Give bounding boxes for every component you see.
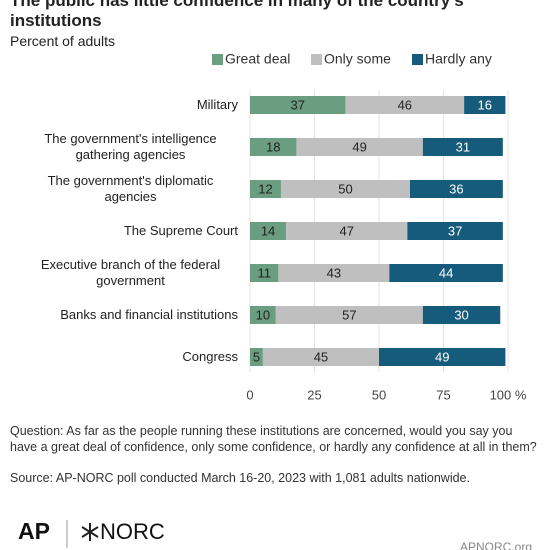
legend-swatch — [311, 54, 322, 65]
bar-segment — [250, 264, 279, 282]
category-label: Congress — [23, 349, 238, 365]
source: Source: AP-NORC poll conducted March 16-… — [10, 471, 470, 485]
norc-star — [81, 523, 99, 541]
category-text: The government's intelligence gathering … — [44, 131, 217, 162]
bar-segment — [250, 138, 297, 156]
category-text: Military — [196, 97, 238, 112]
bar-segment — [464, 96, 506, 114]
logo-ap: AP — [18, 518, 50, 544]
category-text: Executive branch of the federal governme… — [40, 257, 221, 288]
bar-segment — [407, 222, 503, 240]
data-label: 5 — [253, 349, 260, 364]
data-label: 30 — [454, 307, 468, 322]
data-label: 45 — [314, 349, 328, 364]
data-label: 14 — [261, 223, 275, 238]
bar-segment — [250, 306, 276, 324]
data-label: 36 — [449, 181, 463, 196]
x-tick-label: 100 % — [490, 387, 527, 402]
bar-segment — [379, 348, 506, 366]
data-label: 46 — [398, 97, 412, 112]
data-label: 10 — [256, 307, 270, 322]
bar-segment — [345, 96, 465, 114]
subtitle: Percent of adults — [10, 33, 116, 49]
data-label: 47 — [340, 223, 354, 238]
bar-segment — [422, 138, 503, 156]
x-tick-label: 0 — [246, 387, 253, 402]
data-label: 50 — [338, 181, 352, 196]
logo-norc: NORC — [100, 519, 165, 544]
legend-label: Great deal — [225, 51, 290, 67]
bar-segment — [250, 348, 263, 366]
data-label: 37 — [448, 223, 462, 238]
question: Question: As far as the people running t… — [10, 424, 537, 454]
x-tick-label: 25 — [307, 387, 321, 402]
bar-segment — [296, 138, 423, 156]
data-label: 16 — [478, 97, 492, 112]
data-label: 12 — [258, 181, 272, 196]
category-label: The Supreme Court — [23, 223, 238, 239]
x-tick-label: 50 — [372, 387, 386, 402]
data-label: 37 — [290, 97, 304, 112]
chart-title: The public has little confidence in many… — [10, 0, 464, 30]
legend-label: Only some — [324, 51, 391, 67]
bar-segment — [409, 180, 503, 198]
category-text: Congress — [182, 349, 238, 364]
legend-swatch — [212, 54, 223, 65]
bar-segment — [250, 222, 287, 240]
bar-segment — [262, 348, 379, 366]
category-label: The government's diplomatic agencies — [23, 173, 238, 205]
data-label: 49 — [435, 349, 449, 364]
data-label: 49 — [352, 139, 366, 154]
bar-segment — [250, 96, 346, 114]
bar-segment — [250, 180, 281, 198]
category-text: Banks and financial institutions — [60, 307, 238, 322]
category-label: The government's intelligence gathering … — [23, 131, 238, 163]
bar-segment — [278, 264, 390, 282]
legend-label: Hardly any — [425, 51, 492, 67]
category-text: The government's diplomatic agencies — [47, 173, 214, 204]
data-label: 11 — [257, 265, 271, 280]
legend-swatch — [412, 54, 423, 65]
data-label: 44 — [439, 265, 453, 280]
bar-segment — [280, 180, 410, 198]
bar-segment — [422, 306, 501, 324]
bar-segment — [275, 306, 423, 324]
category-label: Executive branch of the federal governme… — [23, 257, 238, 289]
data-label: 43 — [327, 265, 341, 280]
data-label: 31 — [456, 139, 470, 154]
data-label: 57 — [342, 307, 356, 322]
x-tick-label: 75 — [436, 387, 450, 402]
category-label: Military — [23, 97, 238, 113]
data-label: 18 — [266, 139, 280, 154]
category-text: The Supreme Court — [123, 223, 238, 238]
category-label: Banks and financial institutions — [23, 307, 238, 323]
bar-segment — [389, 264, 503, 282]
bar-segment — [286, 222, 408, 240]
site: APNORC.org — [460, 540, 532, 550]
